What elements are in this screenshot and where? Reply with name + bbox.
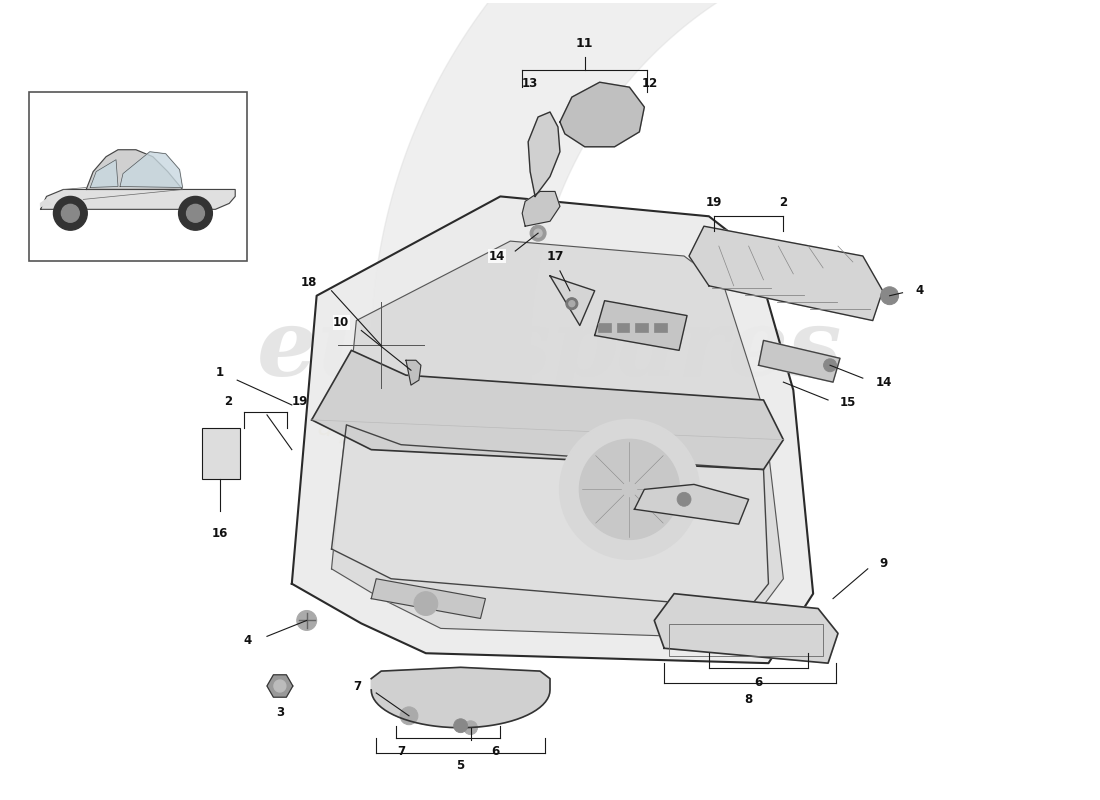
Text: 6: 6	[755, 676, 762, 689]
Bar	[202, 428, 240, 479]
Circle shape	[463, 721, 477, 734]
Text: 18: 18	[300, 276, 317, 290]
Circle shape	[569, 301, 575, 306]
Polygon shape	[41, 199, 51, 206]
Polygon shape	[120, 152, 183, 187]
Text: 4: 4	[915, 284, 924, 298]
Circle shape	[881, 286, 899, 305]
Text: 19: 19	[292, 395, 308, 409]
Bar	[636, 322, 648, 333]
Polygon shape	[292, 197, 813, 663]
Text: 17: 17	[547, 250, 563, 263]
Bar	[597, 322, 611, 333]
Text: 4: 4	[244, 634, 252, 647]
Text: 5: 5	[456, 759, 464, 773]
Polygon shape	[595, 301, 688, 350]
Text: 15: 15	[840, 397, 856, 410]
Bar	[669, 625, 823, 656]
Text: 2: 2	[224, 395, 232, 409]
Circle shape	[54, 197, 87, 230]
Text: 10: 10	[333, 316, 350, 329]
Text: 16: 16	[212, 527, 229, 540]
Circle shape	[414, 592, 438, 615]
Polygon shape	[311, 350, 783, 470]
Polygon shape	[372, 578, 485, 618]
Circle shape	[530, 226, 546, 241]
Polygon shape	[372, 0, 818, 441]
Circle shape	[535, 229, 542, 237]
Text: 11: 11	[576, 38, 594, 50]
Circle shape	[678, 492, 691, 506]
Text: 1: 1	[217, 366, 224, 378]
Polygon shape	[331, 425, 769, 609]
Bar	[616, 322, 629, 333]
Circle shape	[178, 197, 212, 230]
Polygon shape	[90, 160, 118, 187]
Polygon shape	[560, 82, 645, 146]
Circle shape	[824, 358, 836, 372]
Bar	[654, 322, 668, 333]
Circle shape	[62, 204, 79, 222]
Text: 3: 3	[276, 706, 284, 719]
Text: a passion for auto since 1985: a passion for auto since 1985	[316, 416, 684, 503]
Bar	[29, 92, 248, 261]
Circle shape	[453, 718, 468, 733]
Polygon shape	[759, 341, 840, 382]
Polygon shape	[371, 667, 550, 728]
Text: 12: 12	[641, 78, 658, 90]
Text: 13: 13	[522, 78, 538, 90]
Text: 2: 2	[779, 196, 788, 210]
Polygon shape	[267, 675, 293, 697]
Text: 7: 7	[397, 745, 405, 758]
Polygon shape	[41, 190, 235, 210]
Polygon shape	[406, 360, 421, 385]
Circle shape	[565, 298, 578, 310]
Text: 19: 19	[706, 196, 722, 210]
Circle shape	[400, 707, 418, 725]
Circle shape	[187, 204, 205, 222]
Polygon shape	[522, 191, 560, 226]
Polygon shape	[654, 594, 838, 663]
Circle shape	[580, 439, 680, 539]
Text: eurospares: eurospares	[257, 306, 843, 395]
Circle shape	[297, 610, 317, 630]
Circle shape	[560, 420, 698, 559]
Polygon shape	[550, 276, 595, 326]
Polygon shape	[528, 112, 560, 197]
Text: 9: 9	[880, 558, 888, 570]
Text: 8: 8	[745, 693, 752, 706]
Text: 14: 14	[488, 250, 505, 262]
Polygon shape	[331, 241, 783, 638]
Polygon shape	[86, 150, 183, 190]
Polygon shape	[635, 485, 749, 524]
Text: 6: 6	[492, 745, 499, 758]
Polygon shape	[689, 226, 882, 321]
Circle shape	[274, 680, 286, 692]
Text: 14: 14	[876, 376, 892, 389]
Text: 7: 7	[353, 679, 361, 693]
